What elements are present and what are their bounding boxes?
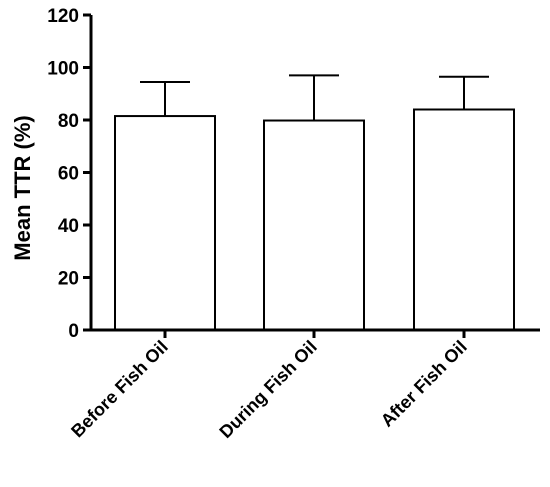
bar	[263, 119, 365, 332]
y-tick-label: 60	[58, 164, 79, 185]
x-tick-label: Before Fish Oil	[67, 337, 172, 442]
y-tick-label: 0	[68, 321, 79, 342]
bar	[114, 115, 216, 331]
x-tick-label: After Fish Oil	[377, 337, 471, 431]
y-tick-label: 100	[47, 59, 79, 80]
y-tick-label: 120	[47, 6, 79, 27]
y-axis-label: Mean TTR (%)	[10, 115, 35, 260]
y-tick-label: 40	[58, 216, 79, 237]
x-tick-label: During Fish Oil	[215, 337, 320, 442]
y-tick-label: 80	[58, 111, 79, 132]
bar	[413, 108, 515, 331]
y-tick-label: 20	[58, 269, 79, 290]
